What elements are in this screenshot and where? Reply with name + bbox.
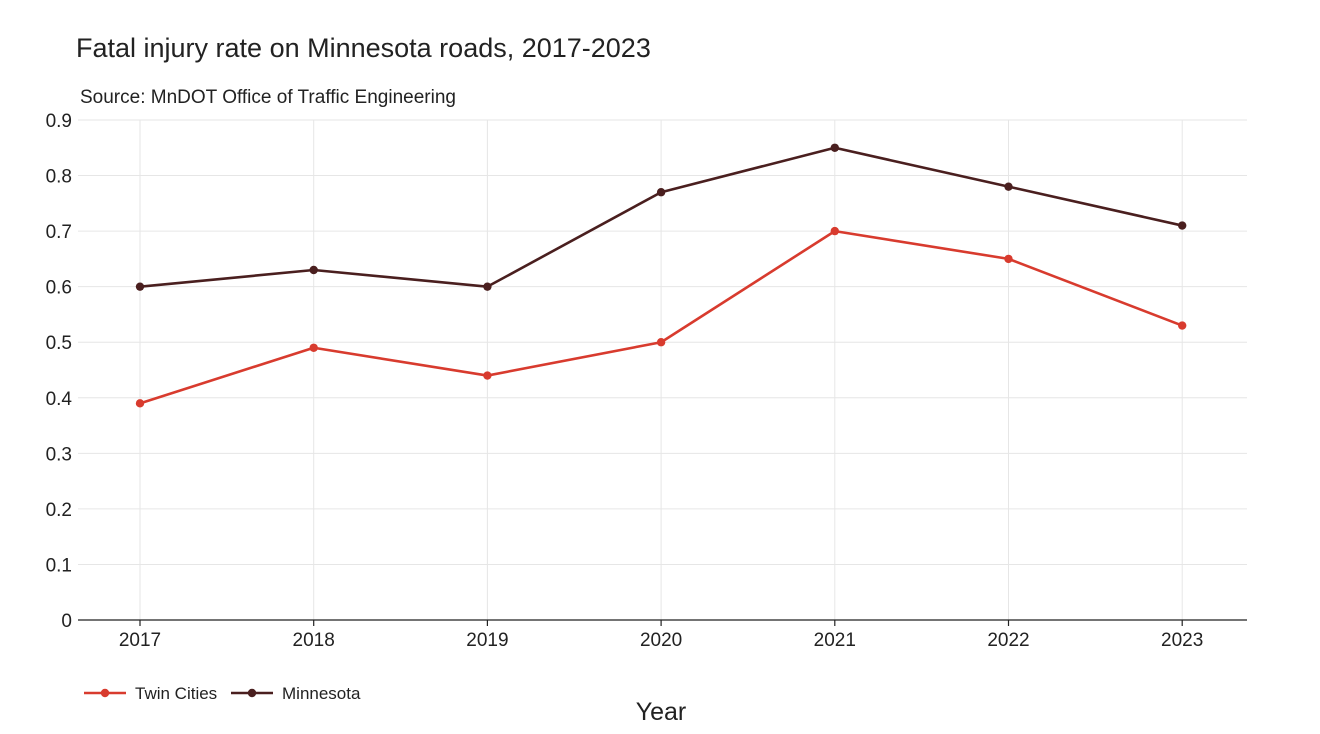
y-tick-label: 0.9 <box>46 111 72 132</box>
x-tick-label: 2021 <box>814 630 856 651</box>
y-tick-label: 0.1 <box>46 555 72 576</box>
data-point-twin-cities <box>483 371 492 380</box>
data-point-minnesota <box>309 265 318 275</box>
data-point-minnesota <box>1178 221 1187 230</box>
data-point-minnesota <box>483 282 492 291</box>
axes: 0 0.1 0.2 0.3 0.4 0.5 0.6 0.7 0.8 0.9 2017 2018 2019… <box>46 111 1247 651</box>
legend: Twin Cities Minnesota <box>84 684 361 703</box>
x-tick-label: 2019 <box>466 630 508 651</box>
legend-label-twin-cities: Twin Cities <box>135 684 217 703</box>
x-axis-label: Year <box>636 698 687 726</box>
x-tick-label: 2022 <box>987 630 1029 651</box>
legend-marker-twin-cities <box>100 688 110 698</box>
legend-label-minnesota: Minnesota <box>282 684 361 703</box>
data-point-minnesota <box>1004 182 1013 191</box>
data-point-twin-cities <box>135 399 145 408</box>
data-point-minnesota <box>135 282 145 291</box>
data-point-twin-cities <box>656 338 666 347</box>
y-tick-label: 0.5 <box>46 333 72 354</box>
x-tick-label: 2018 <box>293 630 335 651</box>
y-tick-label: 0.7 <box>46 222 72 243</box>
y-tick-label: 0.6 <box>46 278 72 299</box>
y-tick-label: 0.2 <box>46 500 72 521</box>
x-tick-label: 2023 <box>1161 630 1203 651</box>
data-point-twin-cities <box>1004 254 1013 264</box>
legend-marker-minnesota <box>247 688 257 698</box>
y-tick-label: 0.8 <box>46 167 72 188</box>
y-tick-label: 0 <box>61 611 72 632</box>
chart-subtitle: Source: MnDOT Office of Traffic Engineer… <box>80 87 456 108</box>
data-point-minnesota <box>656 188 666 197</box>
data-point-twin-cities <box>830 226 839 236</box>
y-tick-label: 0.3 <box>46 444 72 465</box>
series-lines <box>135 143 1187 408</box>
x-tick-label: 2017 <box>119 630 161 651</box>
chart-title: Fatal injury rate on Minnesota roads, 20… <box>76 33 651 63</box>
data-point-twin-cities <box>1178 321 1187 330</box>
y-tick-label: 0.4 <box>46 389 73 410</box>
data-point-twin-cities <box>309 343 318 352</box>
x-tick-label: 2020 <box>640 630 682 651</box>
data-point-minnesota <box>830 143 839 152</box>
